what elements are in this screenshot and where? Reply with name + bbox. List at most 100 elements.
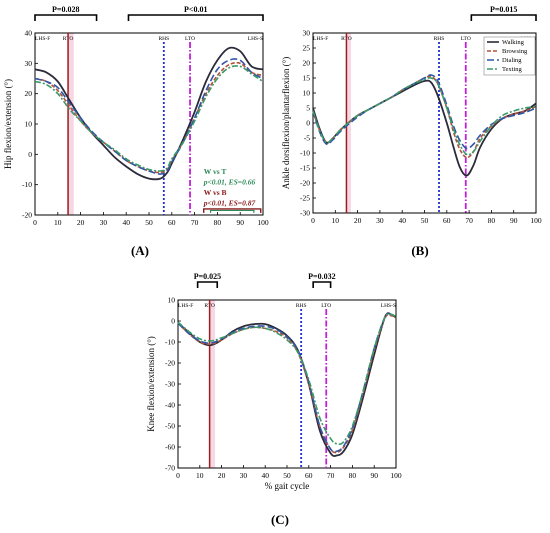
y-tick-label: -5 [304, 134, 310, 143]
y-tick-label: 40 [25, 29, 33, 38]
series-line-walking [34, 46, 264, 181]
series-line-dialing [34, 58, 264, 175]
event-label: LTO [321, 303, 331, 309]
x-tick-label: 0 [311, 216, 315, 225]
series-line-dialing [312, 74, 537, 150]
rto-band [209, 300, 216, 468]
y-tick-label: -10 [22, 180, 32, 189]
x-tick-label: 80 [214, 218, 222, 227]
x-tick-label: 80 [488, 216, 496, 225]
x-tick-label: 40 [122, 218, 130, 227]
series-line-texting [312, 76, 537, 156]
y-axis-label: Ankle dorsiflexion/plantarflexion (°) [281, 57, 291, 190]
y-tick-label: -20 [22, 211, 32, 220]
x-tick-label: 40 [398, 216, 406, 225]
x-tick-label: 0 [33, 218, 37, 227]
rto-band [68, 33, 74, 215]
x-tick-label: 30 [240, 471, 248, 480]
x-tick-label: 10 [196, 471, 204, 480]
y-tick-label: -70 [165, 464, 175, 473]
hip-panel: 0 10 20 30 40 50 60 70 80 90 100403020100-10-20Hip… [3, 5, 269, 227]
y-axis-label: Hip flexion/extension (°) [3, 79, 13, 169]
event-label: RHS [296, 303, 307, 309]
event-label: RHS [434, 36, 445, 42]
annotation-text: p<0.01, ES=0.66 [203, 178, 256, 187]
y-tick-label: 10 [168, 296, 176, 305]
y-tick-label: -15 [300, 164, 310, 173]
annotation-bracket-b [203, 208, 262, 213]
legend-label-dialing: Dialing [502, 57, 522, 64]
event-label: RHS [158, 36, 169, 42]
significance-bracket [470, 14, 537, 21]
y-tick-label: 20 [25, 89, 33, 98]
x-tick-label: 20 [354, 216, 362, 225]
y-tick-label: 30 [25, 59, 33, 68]
y-tick-label: 0 [171, 317, 175, 326]
significance-label: P=0.028 [52, 5, 79, 14]
y-tick-label: 10 [25, 120, 33, 129]
panel-label-a: (A) [131, 243, 149, 258]
x-tick-label: 60 [168, 218, 176, 227]
x-tick-label: 90 [370, 471, 378, 480]
significance-bracket [312, 281, 332, 288]
ankle-panel: 0 10 20 30 40 50 60 70 80 90 100302520151050-5-10-… [281, 5, 542, 225]
event-label: LHS-F [35, 36, 50, 42]
legend-label-browsing: Browsing [502, 48, 528, 55]
y-tick-label: -10 [300, 149, 310, 158]
series-line-browsing [312, 75, 537, 159]
event-label: LTO [185, 36, 195, 42]
x-tick-label: 10 [54, 218, 62, 227]
x-tick-label: 20 [218, 471, 226, 480]
annotation-text: W vs T [204, 167, 227, 176]
x-tick-label: 30 [376, 216, 384, 225]
knee-panel: 0 10 20 30 40 50 60 70 80 90 100100-10-20-30-40-50… [146, 272, 402, 491]
y-tick-label: -60 [165, 443, 175, 452]
event-label: LHS-S [248, 36, 263, 42]
significance-label: P<0.01 [184, 5, 207, 14]
y-tick-label: 30 [303, 29, 311, 38]
event-label: LTO [461, 36, 471, 42]
significance-bracket [127, 14, 264, 21]
y-tick-label: 0 [28, 150, 32, 159]
x-tick-label: 50 [421, 216, 429, 225]
x-tick-label: 30 [100, 218, 108, 227]
significance-bracket [34, 14, 98, 21]
y-tick-label: -50 [165, 422, 175, 431]
panel-label-c: (C) [271, 512, 289, 527]
x-tick-label: 60 [305, 471, 313, 480]
x-tick-label: 80 [349, 471, 357, 480]
y-tick-label: 25 [303, 44, 311, 53]
y-tick-label: 0 [306, 119, 310, 128]
event-label: LHS-F [313, 36, 328, 42]
x-tick-label: 70 [191, 218, 199, 227]
x-tick-label: 100 [390, 471, 402, 480]
x-tick-label: 60 [443, 216, 451, 225]
x-tick-label: 0 [176, 471, 180, 480]
x-tick-label: 50 [145, 218, 153, 227]
y-tick-label: 5 [306, 104, 310, 113]
x-tick-label: 100 [257, 218, 269, 227]
annotation-text: p<0.01, ES=0.87 [203, 199, 256, 208]
x-tick-label: 40 [261, 471, 269, 480]
y-tick-label: -30 [300, 209, 310, 218]
panel-label-b: (B) [411, 243, 428, 258]
legend-label-texting: Texting [502, 66, 523, 73]
x-tick-label: 70 [465, 216, 473, 225]
y-tick-label: 15 [303, 74, 311, 83]
x-axis-label: % gait cycle [265, 481, 309, 491]
x-tick-label: 20 [77, 218, 85, 227]
y-axis-label: Knee flexion/extension (°) [146, 336, 156, 432]
y-tick-label: -20 [300, 179, 310, 188]
series-line-texting [34, 65, 264, 172]
series-line-texting [177, 312, 397, 446]
event-label: LHS-S [381, 303, 396, 309]
significance-label: P=0.025 [194, 272, 221, 281]
significance-label: P=0.032 [308, 272, 335, 281]
x-tick-label: 90 [236, 218, 244, 227]
y-tick-label: -25 [300, 194, 310, 203]
y-tick-label: -40 [165, 401, 175, 410]
x-tick-label: 70 [327, 471, 335, 480]
y-tick-label: -30 [165, 380, 175, 389]
y-tick-label: 20 [303, 59, 311, 68]
